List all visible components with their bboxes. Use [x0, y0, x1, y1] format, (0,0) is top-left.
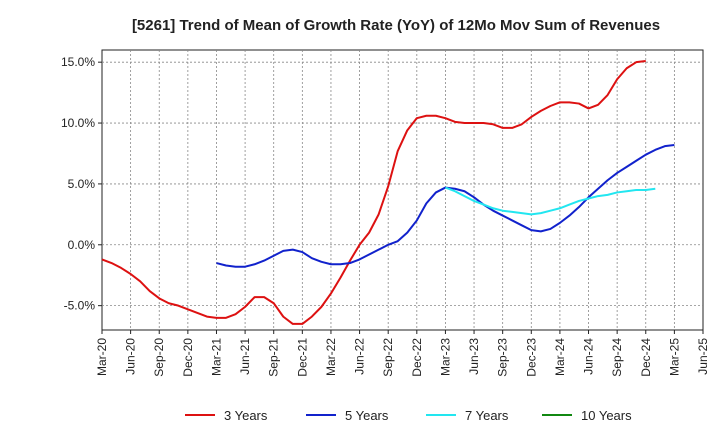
- series-lines: [101, 59, 675, 325]
- x-tick-label: Jun-24: [582, 338, 596, 375]
- x-tick-label: Dec-21: [295, 338, 309, 377]
- chart-title: [5261] Trend of Mean of Growth Rate (YoY…: [132, 17, 660, 34]
- y-tick-label: -5.0%: [64, 299, 96, 313]
- x-tick-label: Jun-25: [696, 338, 710, 375]
- legend-label: 10 Years: [581, 408, 632, 423]
- y-tick-label: 15.0%: [61, 55, 95, 69]
- x-tick-label: Jun-22: [353, 338, 367, 375]
- x-axis-ticks: Mar-20 Jun-20 Sep-20 Dec-20 Mar-21 Jun-21 Sep-…: [95, 330, 710, 377]
- y-axis-ticks: 15.0% 10.0% 5.0% 0.0% -5.0%: [61, 55, 102, 313]
- y-tick-label: 10.0%: [61, 116, 95, 130]
- x-tick-label: Mar-22: [324, 338, 338, 376]
- legend: 3 Years 5 Years 7 Years 10 Years: [185, 408, 632, 423]
- y-tick-label: 5.0%: [68, 177, 96, 191]
- x-tick-label: Dec-20: [181, 338, 195, 377]
- x-tick-label: Sep-20: [152, 338, 166, 377]
- x-tick-label: Jun-21: [238, 338, 252, 375]
- series-line: [101, 59, 646, 325]
- x-tick-label: Dec-22: [410, 338, 424, 377]
- x-tick-label: Sep-23: [496, 338, 510, 377]
- plot-area: [101, 49, 704, 331]
- x-tick-label: Jun-20: [124, 338, 138, 375]
- legend-label: 3 Years: [224, 408, 268, 423]
- x-tick-label: Mar-21: [209, 338, 223, 376]
- x-tick-label: Sep-24: [610, 338, 624, 377]
- x-tick-label: Sep-22: [381, 338, 395, 377]
- x-tick-label: Mar-23: [438, 338, 452, 376]
- y-tick-label: 0.0%: [68, 238, 96, 252]
- x-tick-label: Dec-23: [524, 338, 538, 377]
- x-tick-label: Mar-25: [667, 338, 681, 376]
- x-tick-label: Jun-23: [467, 338, 481, 375]
- x-tick-label: Mar-24: [553, 338, 567, 376]
- legend-label: 7 Years: [465, 408, 509, 423]
- grid: [102, 50, 703, 330]
- x-tick-label: Sep-21: [267, 338, 281, 377]
- legend-label: 5 Years: [345, 408, 389, 423]
- series-line: [445, 186, 656, 216]
- x-tick-label: Mar-20: [95, 338, 109, 376]
- x-tick-label: Dec-24: [639, 338, 653, 377]
